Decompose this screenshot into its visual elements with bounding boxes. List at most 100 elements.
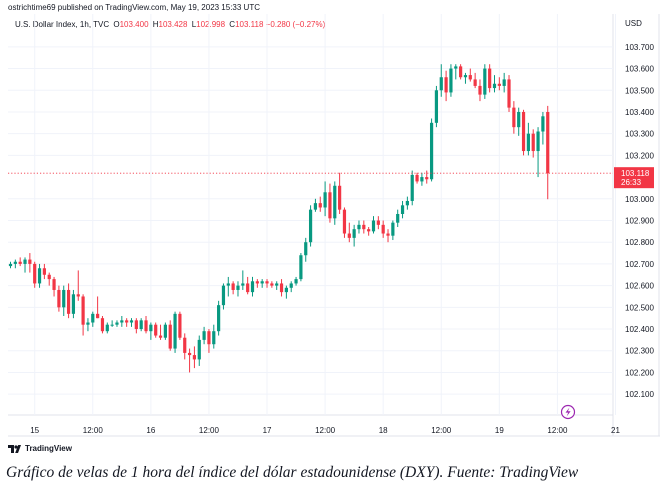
candle[interactable] [376,216,380,230]
candle[interactable] [386,229,390,243]
candle[interactable] [28,253,32,273]
candle[interactable] [144,316,148,334]
candle[interactable] [308,205,313,247]
candle[interactable] [47,272,51,286]
candle[interactable] [284,285,288,299]
candle[interactable] [517,107,521,136]
candle[interactable] [367,227,371,236]
candle[interactable] [197,335,201,366]
candle[interactable] [187,348,192,373]
candle[interactable] [410,170,414,206]
candle[interactable] [521,109,526,156]
candle[interactable] [400,200,405,219]
candle[interactable] [125,318,129,327]
candle[interactable] [362,220,366,234]
candle[interactable] [212,324,216,349]
candle[interactable] [33,261,37,288]
candle[interactable] [202,326,206,345]
candle[interactable] [255,279,259,288]
candle[interactable] [91,311,95,327]
candle[interactable] [473,72,477,89]
candle[interactable] [168,320,172,351]
candle[interactable] [207,329,211,353]
candle[interactable] [420,172,424,186]
candle[interactable] [129,318,134,327]
candle[interactable] [62,285,66,317]
candle[interactable] [149,322,153,340]
lightning-icon[interactable] [560,404,576,420]
candle[interactable] [304,237,308,262]
candle[interactable] [338,172,342,214]
candle[interactable] [173,311,177,353]
candle[interactable] [429,118,434,182]
candle[interactable] [221,283,226,310]
candle[interactable] [425,170,429,184]
candle[interactable] [120,316,124,327]
candle[interactable] [294,276,298,286]
candle[interactable] [483,64,487,99]
candle[interactable] [158,324,163,340]
candle[interactable] [454,64,458,80]
candle[interactable] [265,279,269,288]
candle[interactable] [478,79,482,102]
candle[interactable] [270,281,274,288]
candle[interactable] [502,72,506,93]
candle[interactable] [217,300,221,336]
candle[interactable] [105,322,109,334]
candle[interactable] [352,224,356,247]
candle[interactable] [86,318,90,332]
candle[interactable] [536,127,540,178]
candle[interactable] [289,281,293,293]
candle[interactable] [115,320,119,327]
candle[interactable] [13,259,17,269]
candle[interactable] [371,216,376,234]
candle[interactable] [110,320,114,327]
candle[interactable] [275,281,279,290]
candle[interactable] [391,220,395,241]
candle[interactable] [236,281,240,297]
candle[interactable] [163,322,167,340]
candle[interactable] [76,270,80,301]
candle[interactable] [449,64,453,97]
candle[interactable] [357,220,361,234]
candle[interactable] [154,322,158,338]
candle[interactable] [347,222,351,243]
candle[interactable] [313,198,318,212]
candle[interactable] [96,296,100,319]
candle[interactable] [81,294,85,336]
candle[interactable] [18,257,22,267]
tradingview-logo[interactable]: TradingView [8,444,72,453]
candle[interactable] [541,111,545,145]
candle[interactable] [250,276,255,297]
candle[interactable] [231,281,235,295]
candle[interactable] [497,77,501,91]
candle[interactable] [526,122,530,156]
candle[interactable] [531,129,535,158]
candle[interactable] [260,279,264,288]
candle[interactable] [415,172,419,184]
candle[interactable] [8,261,13,269]
candle[interactable] [323,181,327,217]
candle[interactable] [381,220,385,238]
candle[interactable] [328,183,332,223]
candle[interactable] [42,263,46,280]
candle[interactable] [492,75,497,93]
candle[interactable] [444,70,448,102]
candle[interactable] [246,276,250,295]
candle[interactable] [546,105,550,200]
candle[interactable] [468,68,472,82]
candle[interactable] [52,276,56,297]
candle[interactable] [37,263,42,288]
candle[interactable] [57,285,61,312]
candle[interactable] [463,72,468,84]
candle[interactable] [192,346,197,369]
candle[interactable] [139,318,143,332]
candle[interactable] [71,289,76,319]
candle[interactable] [66,283,71,319]
candle[interactable] [434,85,439,128]
candle[interactable] [488,64,492,93]
candle[interactable] [342,207,347,238]
candle[interactable] [178,311,182,340]
candle[interactable] [333,181,337,225]
candle[interactable] [299,253,303,282]
